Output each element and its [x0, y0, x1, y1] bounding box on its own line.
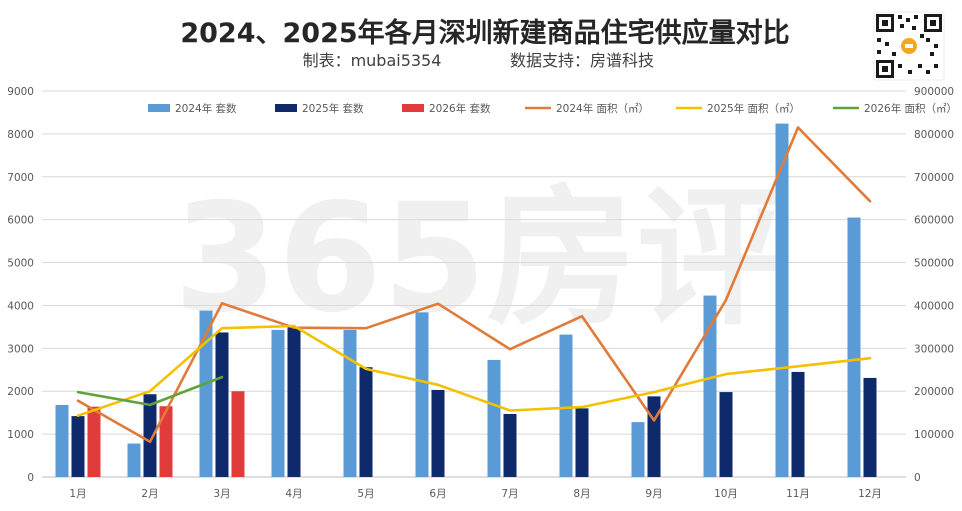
bar [791, 371, 805, 477]
bar [271, 329, 285, 477]
chart-source: 数据支持：房谱科技 [510, 51, 654, 70]
x-tick-label: 4月 [285, 488, 302, 500]
y-right-tick-label: 200000 [914, 386, 954, 398]
y-right-tick-label: 700000 [914, 172, 954, 184]
bar [159, 406, 173, 477]
y-right-tick-label: 800000 [914, 129, 954, 141]
x-tick-label: 5月 [357, 488, 374, 500]
bar [415, 312, 429, 477]
bar [863, 377, 877, 477]
x-tick-label: 3月 [213, 488, 230, 500]
legend-label: 2026年 套数 [429, 102, 491, 115]
x-tick-label: 9月 [645, 488, 662, 500]
y-left-tick-label: 9000 [7, 86, 34, 98]
y-left-tick-label: 3000 [7, 343, 34, 355]
y-left-tick-label: 6000 [7, 215, 34, 227]
x-tick-label: 12月 [858, 488, 882, 500]
y-right-tick-label: 0 [914, 472, 921, 484]
y-left-tick-label: 4000 [7, 300, 34, 312]
bar [631, 422, 645, 477]
y-right-tick-label: 400000 [914, 300, 954, 312]
y-left-tick-label: 1000 [7, 429, 34, 441]
y-left-tick-label: 2000 [7, 386, 34, 398]
chart-title: 2024、2025年各月深圳新建商品住宅供应量对比 [180, 17, 789, 49]
series-line [76, 324, 872, 417]
bar [287, 326, 301, 477]
x-tick-label: 2月 [141, 488, 158, 500]
bar [847, 217, 861, 477]
bar [343, 329, 357, 477]
y-right-tick-label: 500000 [914, 258, 954, 270]
x-tick-label: 11月 [786, 488, 810, 500]
bar [87, 406, 101, 477]
legend-swatch [275, 104, 297, 112]
chart-maker: 制表：mubai5354 [303, 51, 442, 70]
legend-label: 2025年 面积（㎡） [707, 102, 800, 115]
bar [143, 394, 157, 477]
y-left-tick-label: 8000 [7, 129, 34, 141]
x-tick-label: 1月 [69, 488, 86, 500]
bar [431, 389, 445, 477]
bar [647, 396, 661, 477]
y-left-tick-label: 0 [27, 472, 34, 484]
legend-label: 2025年 套数 [302, 102, 364, 115]
bar [215, 332, 229, 477]
y-right-tick-label: 900000 [914, 86, 954, 98]
plot-area: 0 0 1000 100000 2000 200000 3000 300000 4000 4000… [7, 86, 954, 500]
series-line [76, 375, 224, 407]
x-tick-label: 6月 [429, 488, 446, 500]
legend-label: 2026年 面积（㎡） [864, 102, 957, 115]
y-right-tick-label: 100000 [914, 429, 954, 441]
legend-swatch [402, 104, 424, 112]
bar [503, 413, 517, 477]
watermark-text: 365房评 [173, 172, 786, 346]
bar [775, 123, 789, 478]
x-tick-label: 10月 [714, 488, 738, 500]
y-left-tick-label: 7000 [7, 172, 34, 184]
y-right-tick-label: 600000 [914, 215, 954, 227]
bar [575, 408, 589, 477]
bar [703, 295, 717, 477]
y-left-tick-label: 5000 [7, 258, 34, 270]
bar [559, 334, 573, 477]
series-line [76, 126, 872, 444]
legend-label: 2024年 套数 [175, 102, 237, 115]
bar [71, 416, 85, 477]
x-tick-label: 7月 [501, 488, 518, 500]
legend-label: 2024年 面积（㎡） [556, 102, 649, 115]
qr-code-icon [873, 11, 945, 81]
x-tick-label: 8月 [573, 488, 590, 500]
y-right-tick-label: 300000 [914, 343, 954, 355]
legend: 2024年 套数 2025年 套数 2026年 套数 2024年 面积（㎡） 2025年… [148, 102, 957, 115]
legend-swatch [148, 104, 170, 112]
bar [231, 391, 245, 477]
bar [199, 310, 213, 477]
bar [487, 359, 501, 477]
bar [55, 404, 69, 477]
bar [719, 392, 733, 477]
bar [359, 367, 373, 477]
bar [127, 443, 141, 477]
